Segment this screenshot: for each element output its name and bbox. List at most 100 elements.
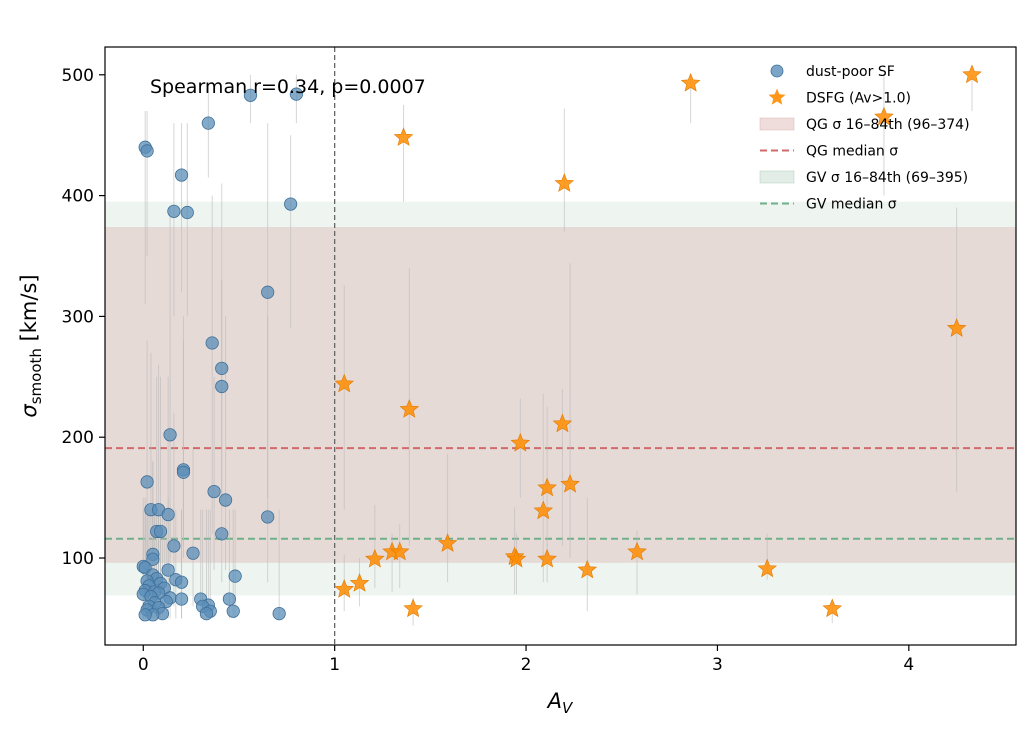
legend-circle-marker: [770, 64, 784, 78]
y-tick-label: 500: [62, 66, 94, 86]
dsfg-point: [962, 64, 982, 84]
dust-poor-point: [138, 608, 152, 622]
legend-band-swatch: [759, 170, 795, 184]
dsfg-point: [365, 548, 385, 568]
legend-qg-median: QG median σ: [760, 144, 898, 160]
dsfg-point: [757, 558, 777, 578]
dust-poor-point: [140, 475, 154, 489]
legend-gv-median: GV median σ: [760, 197, 897, 213]
x-axis-label-sub: V: [562, 699, 574, 717]
dsfg-point: [680, 72, 701, 92]
dust-poor-point: [261, 510, 275, 524]
dust-poor-point: [243, 88, 258, 102]
legend-dsfg: DSFG (Av>1.0): [768, 88, 911, 107]
dsfg-point: [554, 173, 575, 192]
dsfg-point: [393, 127, 414, 146]
legend: dust-poor SF DSFG (Av>1.0) QG σ 16–84th (9…: [759, 64, 970, 213]
dust-poor-point: [186, 546, 200, 560]
legend-label: dust-poor SF: [806, 64, 895, 80]
dust-poor-point: [167, 539, 181, 553]
dust-poor-point: [289, 87, 303, 101]
dust-poor-point: [205, 336, 219, 350]
legend-gv-band: GV σ 16–84th (69–395): [759, 170, 968, 186]
dust-poor-point: [228, 569, 242, 583]
spearman-annotation: Spearman r=0.34, p=0.0007: [150, 76, 426, 98]
dust-poor-point: [176, 465, 191, 479]
legend-star-marker: [768, 88, 786, 105]
dsfg-point: [403, 598, 423, 618]
x-tick-label: 0: [138, 655, 149, 675]
dust-poor-point: [161, 507, 175, 522]
x-axis-label: AV: [546, 689, 574, 717]
y-axis-label-unit: [km/s]: [17, 274, 41, 348]
dsfg-point: [506, 548, 527, 568]
dsfg-point: [537, 548, 557, 568]
dust-poor-point: [174, 575, 189, 589]
data-points: [136, 64, 982, 622]
legend-label: GV median σ: [806, 197, 897, 213]
dsfg-point: [437, 533, 458, 552]
x-axis-label-main: A: [546, 689, 562, 713]
dust-poor-point: [261, 285, 275, 299]
dsfg-point: [389, 541, 410, 561]
legend-label: QG σ 16–84th (96–374): [806, 117, 970, 133]
dsfg-point: [946, 318, 967, 337]
axes-frame: [104, 46, 1017, 646]
dsfg-point: [537, 477, 557, 497]
dust-poor-point: [207, 484, 221, 499]
dust-poor-point: [284, 197, 298, 211]
dust-poor-point: [174, 592, 189, 606]
legend-label: QG median σ: [806, 144, 898, 160]
y-tick-label: 100: [62, 549, 94, 569]
y-tick-label: 300: [62, 307, 94, 327]
dsfg-point: [552, 413, 573, 433]
dsfg-point: [560, 474, 580, 493]
dsfg-point: [349, 573, 370, 592]
dsfg-point: [822, 598, 843, 618]
legend-label: GV σ 16–84th (69–395): [806, 170, 968, 186]
legend-dust-poor: dust-poor SF: [770, 64, 895, 80]
dust-poor-point: [199, 606, 214, 621]
plot-area: [105, 47, 1016, 645]
dust-poor-point: [218, 493, 233, 507]
dsfg-point: [627, 541, 647, 561]
y-axis-label-main: σ: [17, 404, 41, 418]
dsfg-point: [334, 579, 355, 598]
dust-poor-point: [226, 604, 240, 618]
y-tick-label: 400: [62, 187, 94, 207]
dsfg-point: [533, 500, 554, 520]
dsfg-point: [874, 106, 894, 126]
legend-label: DSFG (Av>1.0): [806, 91, 911, 107]
dust-poor-point: [161, 563, 175, 577]
dust-poor-point: [222, 592, 237, 606]
axis-ticks: 0 1 2 3 4 100 200 300 400 500: [62, 66, 915, 675]
dust-poor-point: [174, 168, 189, 182]
dust-poor-point: [215, 379, 229, 394]
dust-poor-point: [215, 361, 229, 375]
dust-poor-point: [167, 204, 181, 218]
y-axis-label-sub: smooth: [27, 348, 45, 404]
dust-poor-point: [215, 527, 229, 541]
dust-poor-point: [153, 524, 168, 539]
gv-sigma-band: [105, 201, 1016, 596]
dust-poor-point: [272, 606, 286, 621]
x-tick-label: 4: [903, 655, 914, 675]
x-tick-label: 2: [521, 655, 532, 675]
dust-poor-point: [201, 116, 215, 130]
dsfg-point: [334, 373, 355, 393]
qg-sigma-band: [105, 227, 1016, 563]
legend-band-swatch: [759, 117, 795, 131]
dust-poor-point: [146, 552, 160, 566]
legend-qg-band: QG σ 16–84th (96–374): [759, 117, 970, 133]
dust-poor-point: [140, 144, 154, 158]
dsfg-point: [510, 432, 531, 452]
dsfg-point: [399, 399, 420, 418]
x-tick-label: 1: [329, 655, 340, 675]
bands-layer: [105, 201, 1016, 596]
reference-lines: [105, 447, 1016, 540]
x-tick-label: 3: [712, 655, 723, 675]
dust-poor-point: [163, 428, 177, 442]
y-tick-label: 200: [62, 428, 94, 448]
dsfg-point: [577, 559, 598, 579]
